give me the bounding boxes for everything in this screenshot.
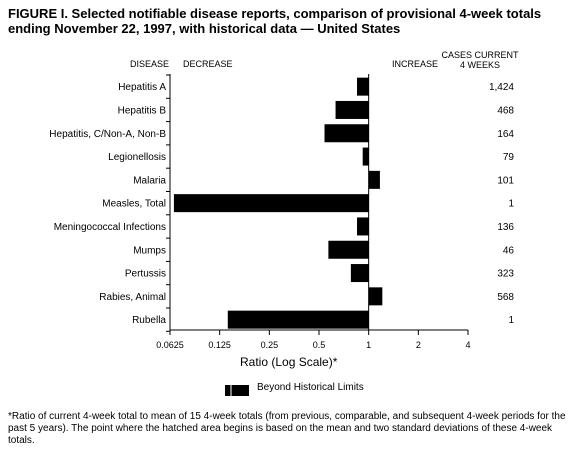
cases-value: 468	[497, 105, 514, 116]
category-label: Measles, Total	[102, 199, 166, 210]
category-label: Hepatitis A	[118, 82, 166, 93]
cases-value: 1,424	[489, 82, 514, 93]
x-tick-label: 0.25	[261, 340, 279, 350]
x-tick-label: 1	[366, 340, 371, 350]
cases-value: 1	[508, 315, 514, 326]
legend-swatch	[225, 383, 249, 396]
category-label: Malaria	[133, 175, 166, 186]
cases-value: 136	[497, 222, 514, 233]
footnote-text: Ratio of current 4-week total to mean of…	[8, 411, 566, 446]
bar	[368, 170, 380, 189]
bar	[335, 100, 369, 119]
bar	[357, 77, 369, 96]
x-tick-label: 2	[416, 340, 421, 350]
cases-value: 79	[503, 152, 515, 163]
x-tick-label: 0.5	[313, 340, 326, 350]
x-tick-label: 0.0625	[156, 340, 184, 350]
decrease-header: DECREASE	[183, 59, 233, 69]
category-label: Pertussis	[125, 269, 166, 280]
cases-header-line1: CASES CURRENT	[441, 50, 519, 60]
cases-column-header: CASES CURRENT 4 WEEKS	[440, 50, 520, 70]
cases-header-line2: 4 WEEKS	[459, 60, 500, 70]
disease-column-header: DISEASE	[130, 59, 170, 69]
x-axis-label: Ratio (Log Scale)*	[240, 355, 338, 369]
bar	[350, 264, 369, 283]
category-label: Rubella	[132, 315, 166, 326]
footnote-mark: *	[8, 411, 12, 422]
cases-value: 101	[497, 175, 514, 186]
legend-label: Beyond Historical Limits	[257, 382, 364, 393]
bar	[328, 240, 369, 259]
category-label: Hepatitis, C/Non-A, Non-B	[49, 129, 166, 140]
cases-value: 568	[497, 292, 514, 303]
bar	[227, 310, 369, 329]
bar	[362, 147, 369, 166]
cases-value: 46	[503, 245, 515, 256]
x-tick-label: 0.125	[208, 340, 231, 350]
bar	[368, 287, 383, 306]
category-label: Meningococcal Infections	[54, 222, 166, 233]
cases-value: 323	[497, 269, 514, 280]
increase-header: INCREASE	[392, 59, 439, 69]
category-label: Hepatitis B	[118, 105, 167, 116]
category-label: Legionellosis	[108, 152, 166, 163]
category-label: Rabies, Animal	[99, 292, 166, 303]
bar	[357, 217, 369, 236]
cases-value: 1	[508, 199, 514, 210]
bar	[324, 124, 369, 143]
bar	[173, 194, 369, 213]
chart-title: FIGURE I. Selected notifiable disease re…	[8, 6, 542, 36]
x-tick-label: 4	[465, 340, 470, 350]
category-label: Mumps	[133, 245, 166, 256]
footnote: *Ratio of current 4-week total to mean o…	[8, 411, 570, 447]
cases-value: 164	[497, 129, 514, 140]
